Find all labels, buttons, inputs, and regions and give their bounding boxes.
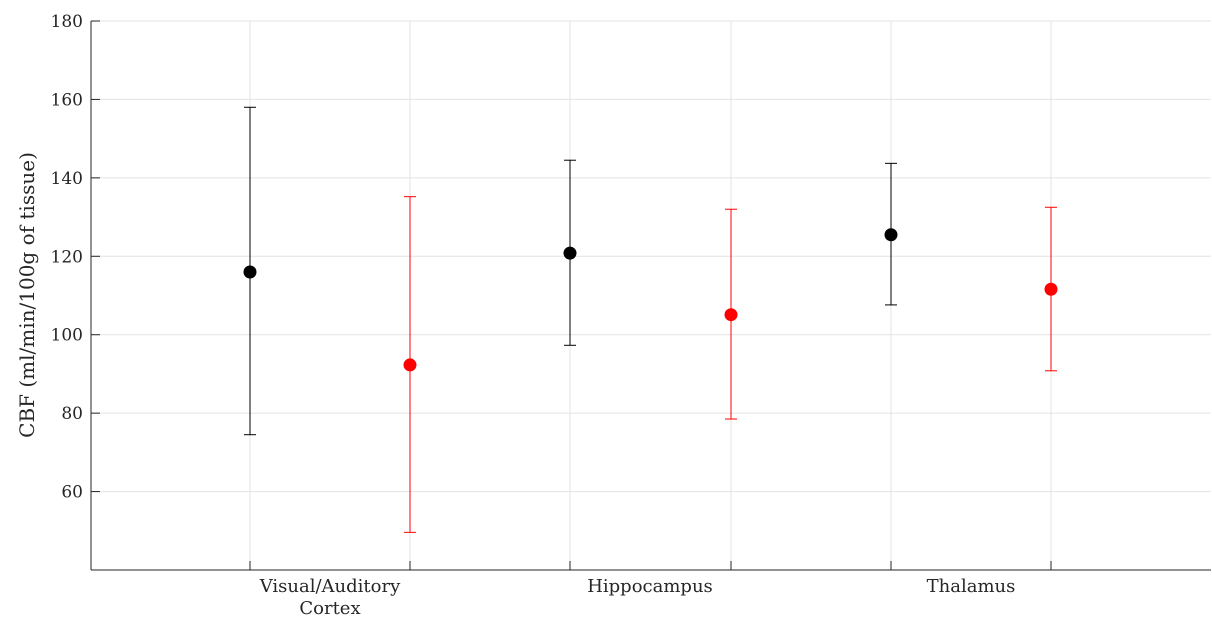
axes	[90, 20, 1211, 571]
mean-marker	[563, 246, 577, 260]
x-category-label-line: Thalamus	[927, 576, 1016, 597]
y-tick-label: 60	[61, 483, 83, 503]
mean-marker	[1044, 282, 1058, 296]
y-tick-label: 180	[51, 12, 83, 32]
y-tick-label: 100	[51, 326, 83, 346]
x-category-label: Visual/Auditory Cortex	[259, 576, 401, 619]
y-axis-title: CBF (ml/min/100g of tissue)	[15, 152, 39, 438]
grid	[91, 20, 1211, 570]
x-category-label-line: Visual/Auditory	[259, 576, 401, 597]
labels: 60 80 100 120 140 160 180 Visual/Auditory Cortex…	[51, 12, 1016, 619]
y-tick-label: 80	[61, 404, 83, 424]
mean-marker	[403, 358, 417, 372]
x-category-label-line: Hippocampus	[587, 576, 713, 597]
y-tick-label: 120	[51, 247, 83, 267]
plot-area	[243, 106, 1058, 533]
mean-marker	[724, 308, 738, 322]
x-category-label: Thalamus	[927, 576, 1016, 597]
mean-marker	[884, 228, 898, 242]
y-tick-label: 160	[51, 90, 83, 110]
x-category-label: Hippocampus	[587, 576, 713, 597]
y-tick-label: 140	[51, 169, 83, 189]
x-category-label-line: Cortex	[299, 598, 360, 619]
mean-marker	[243, 265, 257, 279]
